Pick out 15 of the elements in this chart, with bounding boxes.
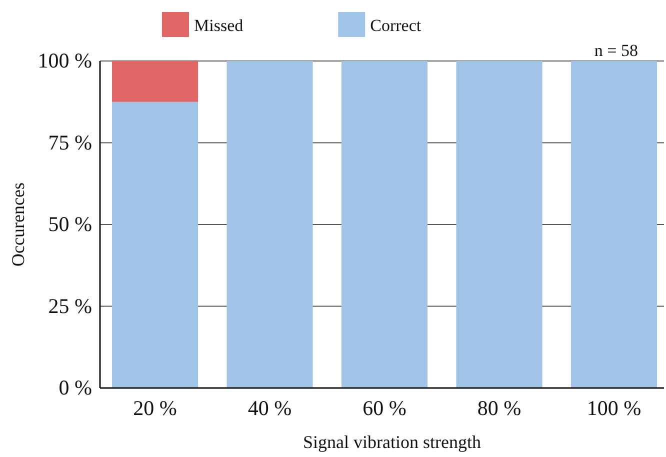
- x-tick-label: 100 %: [586, 396, 642, 420]
- y-axis-title: Occurences: [8, 182, 28, 266]
- x-tick-label: 40 %: [248, 396, 292, 420]
- x-tick-label: 80 %: [477, 396, 522, 420]
- x-tick-label: 20 %: [133, 396, 177, 420]
- y-tick-label: 0 %: [58, 376, 92, 400]
- legend-label: Correct: [370, 16, 422, 35]
- text: n = 58: [594, 41, 638, 60]
- x-axis-title: Signal vibration strength: [303, 432, 481, 452]
- x-tick-label: 60 %: [362, 396, 406, 420]
- y-tick-label: 100 %: [38, 48, 92, 73]
- legend-label: Missed: [194, 16, 244, 35]
- y-tick-label: 25 %: [48, 294, 92, 318]
- y-tick-label: 75 %: [48, 130, 92, 154]
- y-tick-label: 50 %: [48, 212, 92, 236]
